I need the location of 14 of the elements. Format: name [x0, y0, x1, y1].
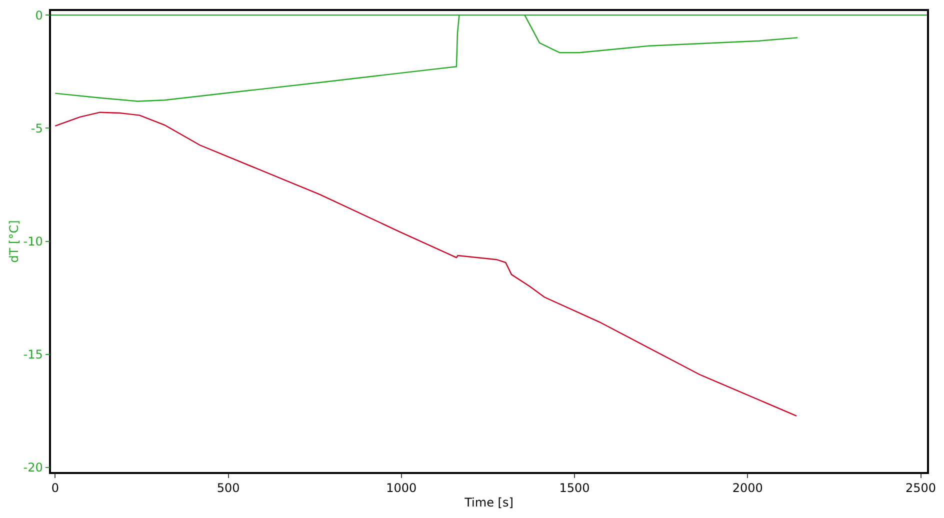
x-tick-label: 1000: [386, 481, 417, 496]
x-tick-label: 500: [216, 481, 240, 496]
x-tick-label: 2500: [905, 481, 936, 496]
y-tick-label: -20: [23, 460, 43, 475]
x-tick-label: 1500: [559, 481, 590, 496]
x-axis-title: Time [s]: [464, 496, 514, 510]
y-axis-title: dT [°C]: [7, 220, 22, 263]
x-tick-label: 0: [51, 481, 59, 496]
y-tick-label: -5: [30, 121, 43, 136]
line-series: [54, 112, 798, 416]
y-tick-label: -15: [23, 348, 43, 362]
y-tick-label: 0: [35, 8, 43, 22]
y-tick-label: -10: [23, 234, 43, 248]
x-tick-label: 2000: [732, 481, 763, 496]
